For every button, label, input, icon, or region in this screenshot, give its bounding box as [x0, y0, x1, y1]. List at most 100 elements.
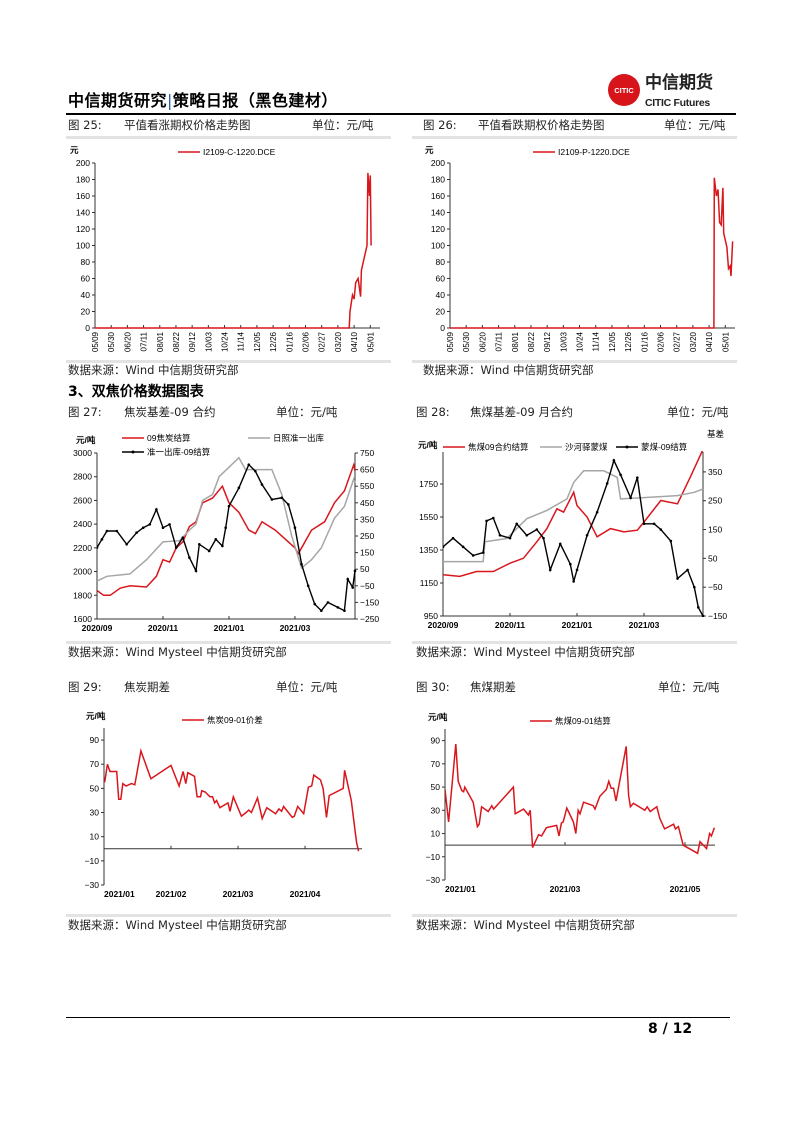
fig27-series-point — [155, 508, 158, 511]
fig27-y-axis-label: 元/吨 — [76, 435, 96, 445]
fig28-series-point — [443, 545, 445, 549]
fig28-x-tick-label: 2021/01 — [562, 620, 593, 630]
fig27-y2-tick-label: 550 — [360, 481, 374, 491]
fig26-y-tick-label: 160 — [431, 191, 445, 201]
fig27-y-tick-label: 2200 — [73, 543, 92, 553]
fig27-title: 焦炭基差-09 合约 — [124, 405, 216, 419]
fig27-series-point — [287, 503, 290, 506]
fig27-series-point — [188, 556, 191, 559]
fig27-legend-label: 准一出库-09结算 — [147, 447, 211, 457]
fig27-unit: 单位：元/吨 — [276, 405, 338, 419]
fig30-x-tick-label: 2021/03 — [550, 884, 581, 894]
fig25-x-tick-label: 09/12 — [188, 331, 197, 352]
fig30-title: 焦煤期差 — [470, 680, 516, 694]
fig27-series-point — [353, 569, 357, 573]
fig27-y2-tick-label: 450 — [360, 498, 374, 508]
fig26-x-tick-label: 11/14 — [592, 331, 601, 351]
fig28-series-point — [508, 536, 512, 540]
fig27-series-point — [141, 526, 145, 529]
fig27-series-point — [100, 538, 104, 541]
fig27-series-point — [260, 483, 264, 486]
fig28-series-point — [491, 516, 495, 520]
fig28-y2-axis-label: 基差 — [707, 429, 724, 439]
fig28-y-tick-label: 1550 — [419, 512, 438, 522]
fig25-x-tick-label: 07/11 — [140, 331, 149, 351]
fig27-series-point — [326, 601, 330, 604]
fig28-legend-label: 沙河驿蒙煤 — [565, 442, 608, 452]
fig25-x-tick-label: 05/30 — [107, 331, 116, 352]
fig30-legend-label: 焦煤09-01结算 — [555, 716, 611, 726]
fig28-y2-tick-label: 250 — [708, 496, 722, 506]
fig29-label: 图 29: — [68, 680, 102, 694]
fig30-series-line-0 — [445, 744, 716, 855]
fig30-y-tick-label: 90 — [431, 736, 441, 746]
fig26-y-tick-label: 180 — [431, 175, 445, 185]
fig27-series-point — [97, 546, 99, 549]
fig25-x-tick-label: 02/27 — [318, 331, 327, 352]
fig26-x-tick-label: 02/27 — [673, 331, 682, 352]
fig26-x-tick-label: 05/09 — [446, 331, 455, 352]
fig30-y-tick-label: −10 — [426, 852, 441, 862]
fig27-series-line-1 — [97, 456, 356, 582]
fig27-y2-tick-label: 650 — [360, 465, 374, 475]
divider — [412, 360, 737, 363]
fig26-y-tick-label: 200 — [431, 158, 445, 168]
fig26-y-tick-label: 60 — [436, 274, 446, 284]
divider — [412, 641, 737, 644]
fig25-y-tick-label: 160 — [76, 191, 90, 201]
divider — [66, 914, 391, 917]
fig28-series-point — [652, 522, 656, 526]
fig28-series-point — [548, 568, 552, 572]
fig28-series-point — [605, 482, 609, 485]
fig28-series-point — [498, 533, 502, 537]
fig27-series-point — [168, 523, 171, 526]
title-brand: 中信期货研究 — [68, 91, 168, 110]
fig26-y-tick-label: 100 — [431, 241, 445, 251]
fig29-y-tick-label: 30 — [90, 808, 100, 818]
fig27-y-tick-label: 2400 — [73, 519, 92, 529]
fig25-legend-label: I2109-C-1220.DCE — [203, 147, 276, 157]
fig28-legend-label: 焦煤09合约结算 — [468, 442, 529, 452]
fig28-y2-tick-label: 350 — [708, 467, 722, 477]
citic-logo-icon: CITIC — [608, 74, 640, 106]
fig27-series-point — [313, 602, 317, 606]
fig27-series-point — [115, 529, 119, 533]
fig30-y-tick-label: 30 — [431, 805, 441, 815]
fig28-y-tick-label: 1350 — [419, 545, 438, 555]
fig29-x-tick-label: 2021/04 — [290, 889, 321, 899]
fig28-series-point — [701, 614, 705, 617]
fig25-unit: 单位：元/吨 — [312, 118, 374, 132]
fig27-series-point — [105, 529, 109, 533]
fig25-x-tick-label: 04/10 — [350, 331, 359, 352]
fig28-x-tick-label: 2020/11 — [495, 620, 526, 630]
fig30-x-tick-label: 2021/01 — [445, 884, 476, 894]
fig26-y-tick-label: 120 — [431, 224, 445, 234]
logo-cn: 中信期货 — [645, 73, 713, 93]
fig26-y-axis-label: 元 — [425, 145, 434, 155]
fig27-series-point — [280, 496, 284, 500]
fig28-series-line-2 — [443, 458, 704, 617]
fig25-x-tick-label: 12/26 — [269, 331, 278, 352]
fig26-x-tick-label: 03/20 — [689, 331, 698, 352]
fig27-series-point — [351, 586, 354, 589]
fig25-title: 平值看涨期权价格走势图 — [124, 118, 251, 132]
fig28-y-axis-label: 元/吨 — [418, 440, 438, 450]
fig28-unit: 单位：元/吨 — [667, 405, 729, 419]
fig27-y2-tick-label: 750 — [360, 448, 374, 458]
divider — [66, 136, 391, 139]
fig29-title: 焦炭期差 — [124, 680, 170, 694]
fig25-x-tick-label: 02/06 — [302, 331, 311, 352]
fig27-y-tick-label: 3000 — [73, 448, 92, 458]
fig25-x-tick-label: 10/24 — [221, 331, 230, 352]
fig26-x-tick-label: 08/22 — [527, 331, 536, 352]
fig28-x-tick-label: 2021/03 — [629, 620, 660, 630]
fig26-x-tick-label: 12/26 — [624, 331, 633, 352]
fig27-series-point — [346, 577, 350, 581]
fig25-y-tick-label: 100 — [76, 241, 90, 251]
fig27-series-point — [148, 523, 152, 526]
fig29-x-tick-label: 2021/01 — [104, 889, 135, 899]
fig26-x-tick-label: 10/24 — [576, 331, 585, 352]
fig28-y2-tick-label: 50 — [708, 553, 718, 563]
fig27-x-tick-label: 2020/11 — [148, 623, 179, 633]
fig28-series-point — [471, 554, 475, 557]
